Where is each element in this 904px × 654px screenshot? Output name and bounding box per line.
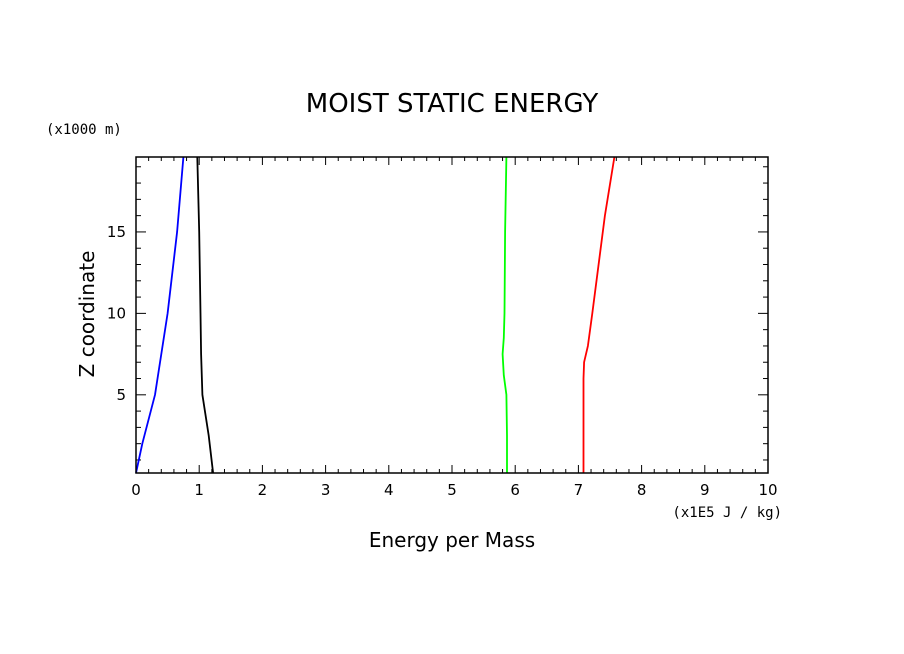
x-tick-label: 4 bbox=[384, 481, 394, 499]
series-line-2 bbox=[196, 156, 214, 474]
x-tick-label: 8 bbox=[637, 481, 647, 499]
x-tick-label: 10 bbox=[758, 481, 777, 499]
series-line-4 bbox=[582, 156, 616, 473]
plot-frame bbox=[135, 156, 769, 474]
y-tick-label: 10 bbox=[107, 304, 126, 322]
y-unit-label: (x1000 m) bbox=[46, 122, 122, 138]
chart-title: MOIST STATIC ENERGY bbox=[306, 89, 599, 119]
x-tick-label: 0 bbox=[131, 481, 141, 499]
x-tick-label: 7 bbox=[574, 481, 584, 499]
x-tick-label: 6 bbox=[510, 481, 520, 499]
x-unit-label: (x1E5 J / kg) bbox=[672, 505, 782, 521]
y-tick-label: 5 bbox=[116, 386, 126, 404]
y-tick-label: 15 bbox=[107, 223, 126, 241]
x-axis-title: Energy per Mass bbox=[369, 528, 535, 552]
x-tick-label: 2 bbox=[258, 481, 268, 499]
x-tick-label: 3 bbox=[321, 481, 331, 499]
x-tick-label: 1 bbox=[194, 481, 204, 499]
series-line-3 bbox=[501, 156, 508, 473]
x-tick-label: 5 bbox=[447, 481, 457, 499]
x-tick-label: 9 bbox=[700, 481, 710, 499]
y-axis-title: Z coordinate bbox=[75, 251, 99, 378]
series-line-1 bbox=[135, 156, 185, 474]
